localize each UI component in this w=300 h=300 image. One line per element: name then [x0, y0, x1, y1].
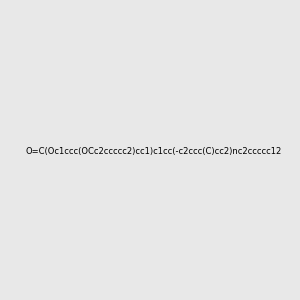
Text: O=C(Oc1ccc(OCc2ccccc2)cc1)c1cc(-c2ccc(C)cc2)nc2ccccc12: O=C(Oc1ccc(OCc2ccccc2)cc1)c1cc(-c2ccc(C)…	[26, 147, 282, 156]
